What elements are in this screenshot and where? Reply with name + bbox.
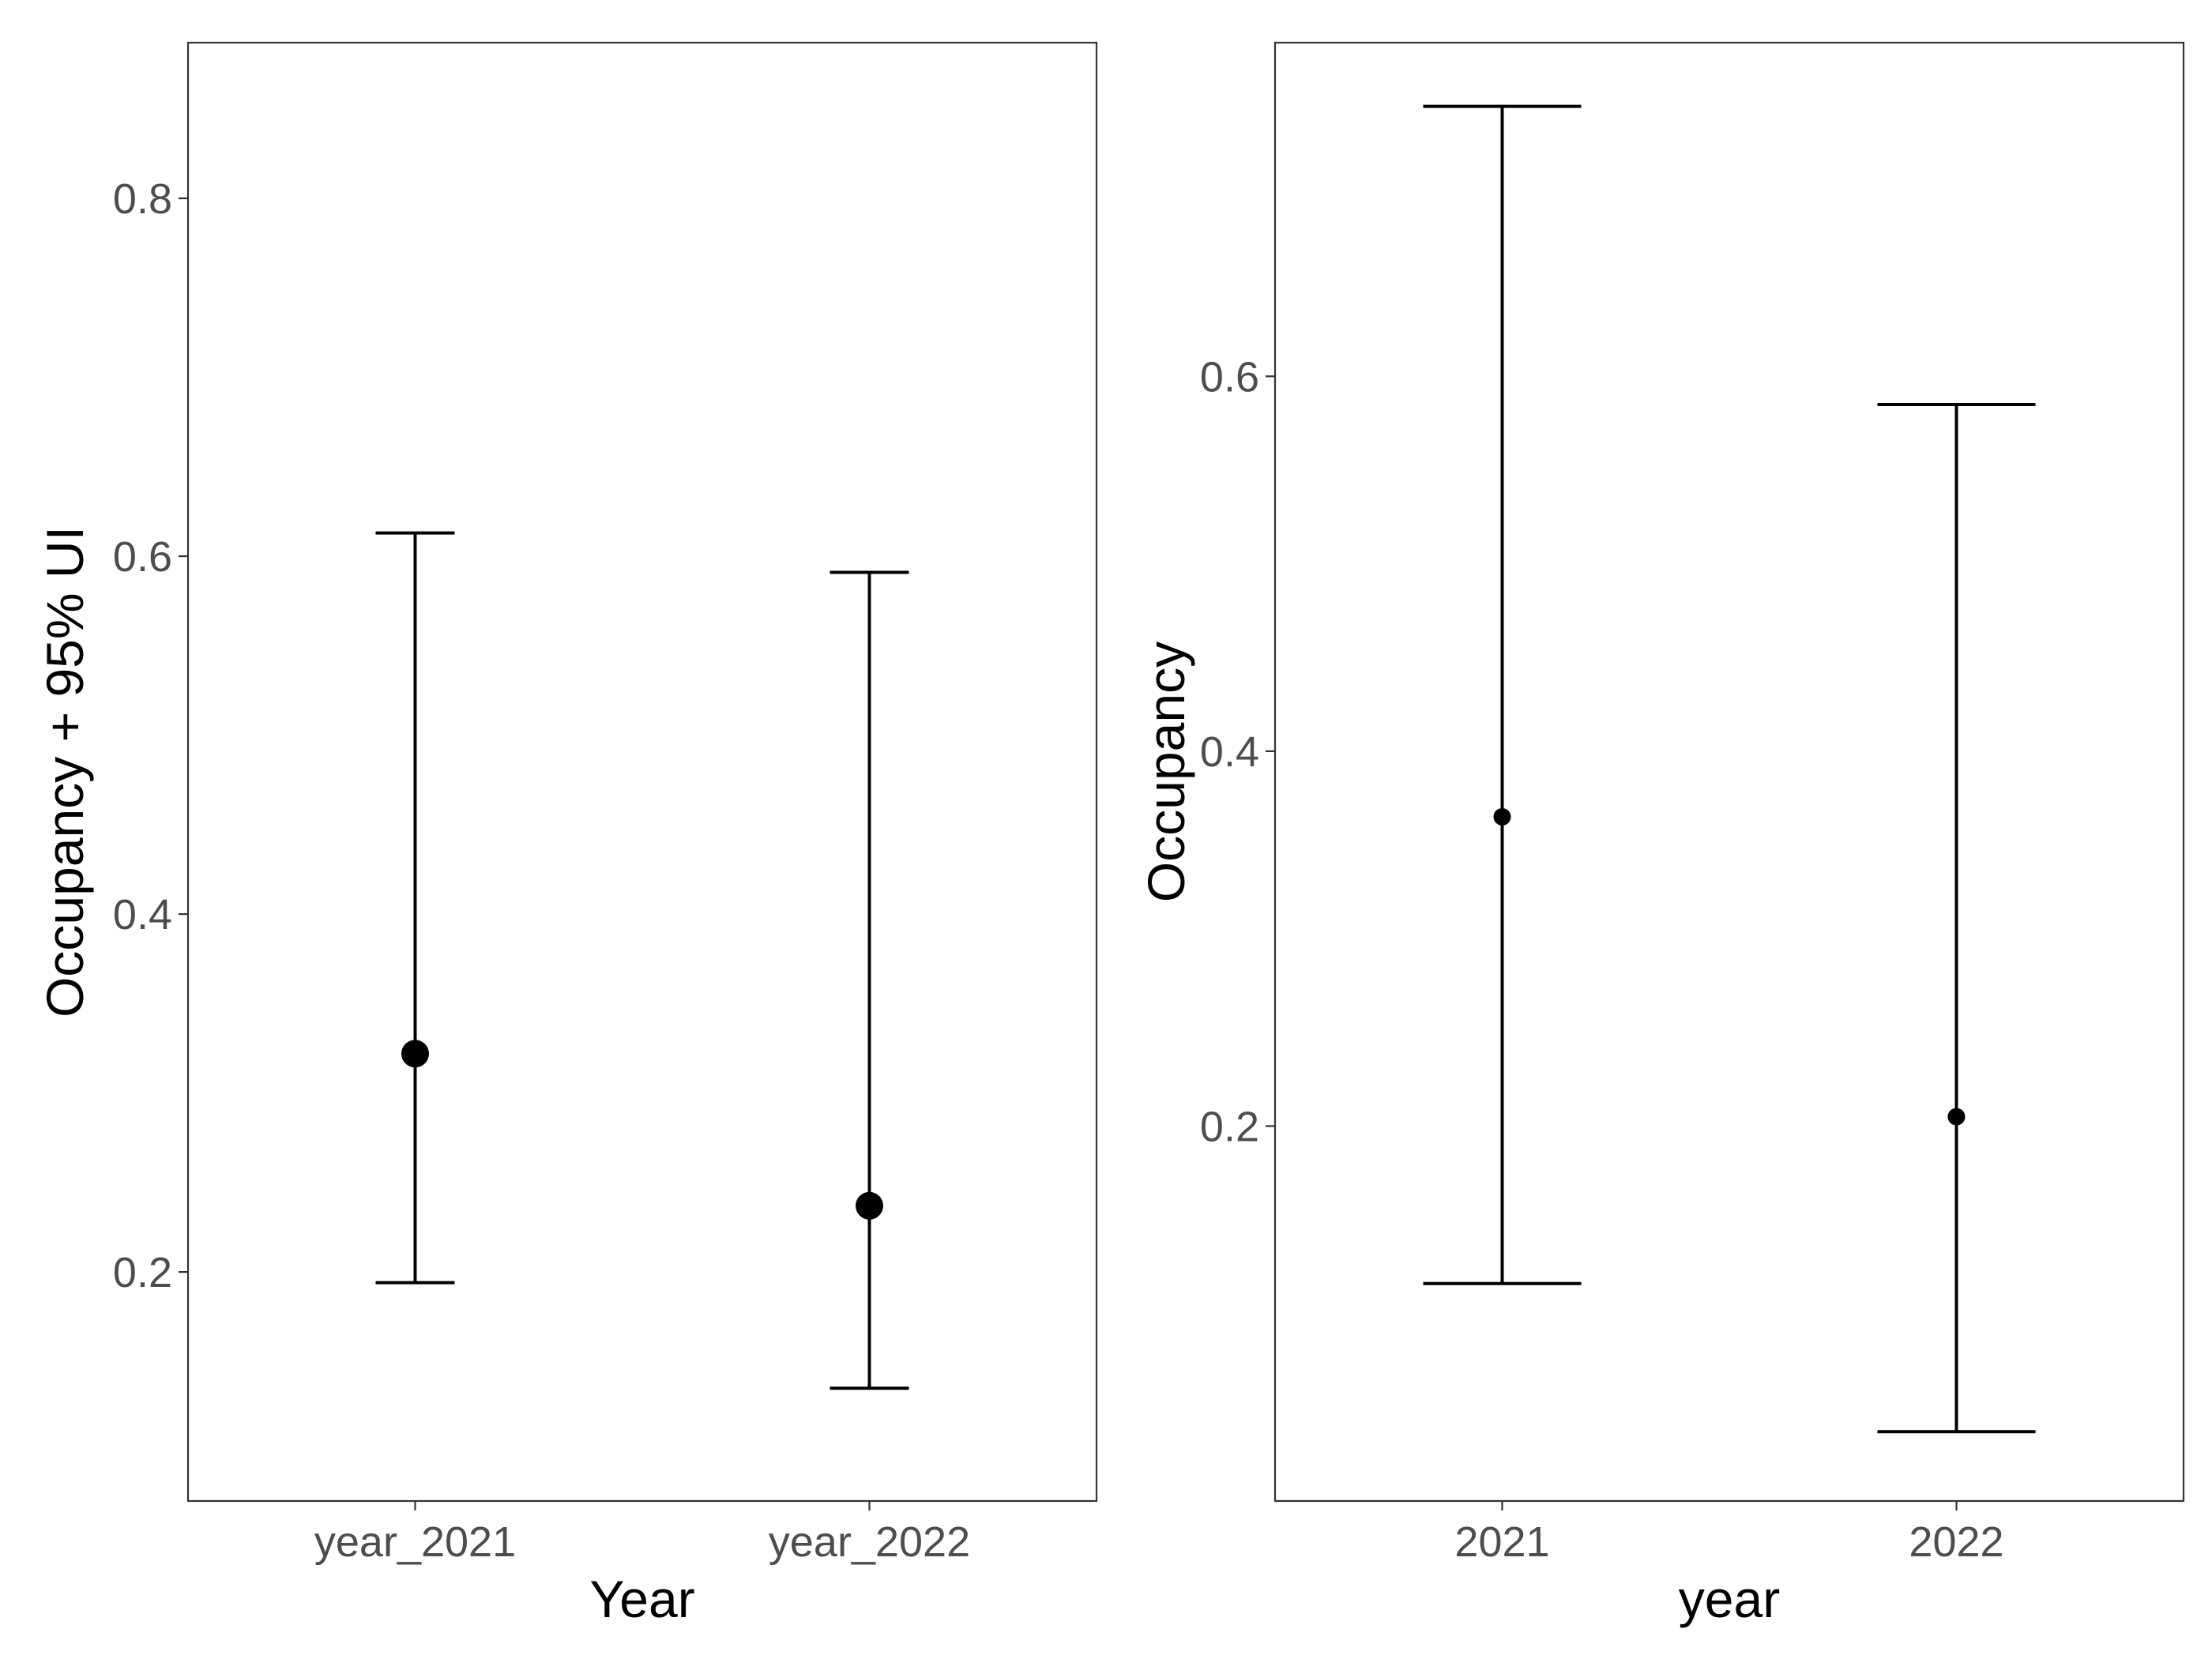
right-y-axis-title: Occupancy bbox=[1137, 641, 1195, 902]
right-x-tick-label: 2022 bbox=[1909, 1518, 2003, 1566]
right-y-axis: 0.2 0.4 0.6 bbox=[1200, 353, 1275, 1150]
left-plot-marks bbox=[375, 531, 909, 1390]
left-chart-panel: 0.2 0.4 0.6 0.8 year_2021 year_2022 Year Occ… bbox=[36, 41, 1098, 1628]
left-point-estimate bbox=[856, 1191, 883, 1220]
left-x-tick-label: year_2021 bbox=[314, 1518, 516, 1566]
right-x-axis: 2021 2022 bbox=[1454, 1501, 2004, 1566]
left-y-tick-label: 0.8 bbox=[113, 175, 172, 223]
left-point-estimate bbox=[401, 1040, 429, 1068]
right-y-tick-label: 0.4 bbox=[1200, 728, 1259, 776]
right-point-estimate bbox=[1947, 1108, 1966, 1126]
left-y-tick-label: 0.4 bbox=[113, 891, 172, 939]
right-y-tick-label: 0.6 bbox=[1200, 353, 1259, 401]
right-chart-panel: 0.2 0.4 0.6 2021 2022 year Occupancy bbox=[1137, 41, 2185, 1628]
right-x-tick-label: 2021 bbox=[1454, 1518, 1549, 1566]
left-x-axis-title: Year bbox=[589, 1570, 694, 1628]
left-y-axis: 0.2 0.4 0.6 0.8 bbox=[113, 175, 188, 1296]
right-panel-border bbox=[1273, 41, 2185, 1503]
right-y-tick-label: 0.2 bbox=[1200, 1103, 1259, 1150]
right-x-axis-title: year bbox=[1679, 1570, 1780, 1628]
left-y-tick-label: 0.2 bbox=[113, 1249, 172, 1296]
left-y-tick-label: 0.6 bbox=[113, 533, 172, 581]
left-panel-border bbox=[186, 41, 1098, 1503]
left-x-tick-label: year_2022 bbox=[769, 1518, 970, 1566]
left-y-axis-title: Occupancy + 95% UI bbox=[36, 526, 94, 1018]
right-point-estimate bbox=[1493, 807, 1511, 826]
left-x-axis: year_2021 year_2022 bbox=[314, 1501, 970, 1566]
right-plot-marks bbox=[1423, 104, 2036, 1434]
